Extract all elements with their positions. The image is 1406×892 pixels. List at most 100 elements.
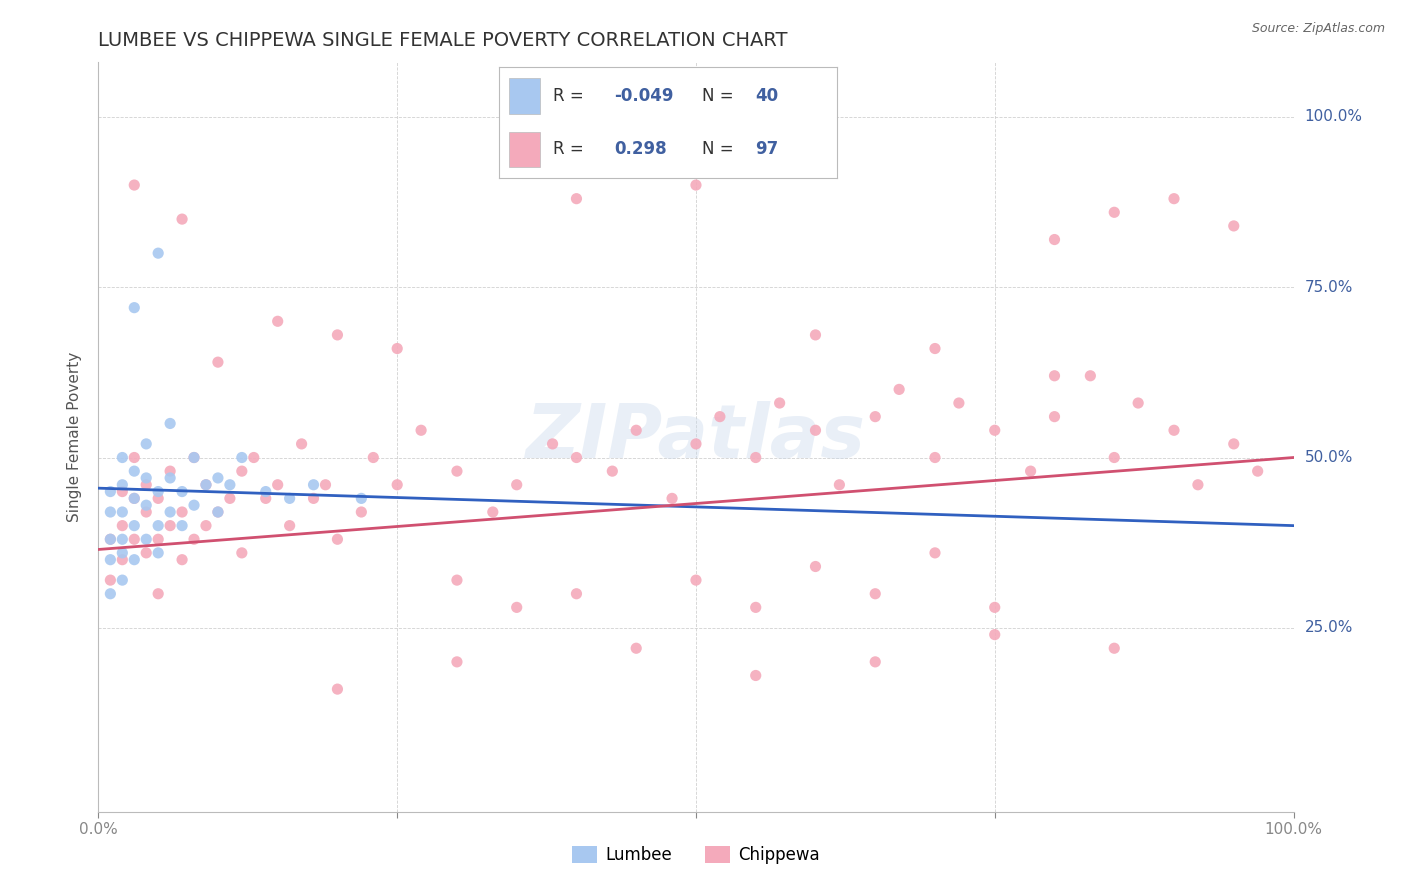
Point: [124, 533, 146, 547]
Point: [111, 450, 134, 465]
Point: [183, 498, 205, 512]
Point: [565, 192, 588, 206]
Point: [924, 342, 946, 356]
FancyBboxPatch shape: [509, 131, 540, 168]
Point: [685, 178, 707, 192]
Point: [183, 450, 205, 465]
Point: [350, 505, 373, 519]
Point: [135, 477, 157, 491]
Point: [804, 327, 827, 342]
Point: [111, 477, 134, 491]
Point: [98, 573, 122, 587]
Point: [1080, 368, 1102, 383]
Point: [411, 423, 433, 437]
Point: [1128, 396, 1150, 410]
FancyBboxPatch shape: [509, 78, 540, 114]
Text: 100.0%: 100.0%: [1305, 110, 1362, 124]
Point: [135, 471, 157, 485]
Text: 25.0%: 25.0%: [1305, 620, 1353, 635]
Point: [231, 450, 253, 465]
Point: [278, 518, 301, 533]
Text: -0.049: -0.049: [614, 87, 673, 105]
Point: [207, 505, 229, 519]
Text: 50.0%: 50.0%: [1305, 450, 1353, 465]
Point: [1043, 233, 1066, 247]
Point: [172, 484, 194, 499]
Point: [446, 464, 468, 478]
Point: [207, 355, 229, 369]
Point: [195, 477, 218, 491]
Point: [135, 533, 157, 547]
Point: [291, 437, 314, 451]
Point: [865, 655, 887, 669]
Point: [148, 587, 170, 601]
Point: [768, 396, 790, 410]
Point: [924, 450, 946, 465]
Legend: Lumbee, Chippewa: Lumbee, Chippewa: [565, 839, 827, 871]
Point: [1163, 192, 1185, 206]
Point: [1163, 423, 1185, 437]
Point: [745, 450, 768, 465]
Point: [1104, 450, 1126, 465]
Point: [565, 587, 588, 601]
Point: [124, 301, 146, 315]
Point: [231, 464, 253, 478]
Point: [1104, 205, 1126, 219]
Point: [148, 246, 170, 260]
Point: [315, 477, 337, 491]
Point: [172, 212, 194, 227]
Y-axis label: Single Female Poverty: Single Female Poverty: [67, 352, 83, 522]
Point: [111, 552, 134, 566]
Point: [541, 437, 564, 451]
Point: [326, 533, 349, 547]
Point: [350, 491, 373, 506]
Point: [745, 668, 768, 682]
Point: [172, 518, 194, 533]
Point: [302, 491, 325, 506]
Point: [446, 655, 468, 669]
Point: [254, 491, 277, 506]
Point: [111, 546, 134, 560]
Point: [1104, 641, 1126, 656]
Point: [804, 423, 827, 437]
Text: LUMBEE VS CHIPPEWA SINGLE FEMALE POVERTY CORRELATION CHART: LUMBEE VS CHIPPEWA SINGLE FEMALE POVERTY…: [98, 30, 787, 50]
Text: N =: N =: [702, 87, 738, 105]
Point: [385, 342, 409, 356]
Point: [111, 573, 134, 587]
Point: [111, 533, 134, 547]
Text: N =: N =: [702, 140, 738, 159]
Point: [111, 484, 134, 499]
Point: [626, 641, 648, 656]
Text: 97: 97: [755, 140, 779, 159]
Point: [135, 498, 157, 512]
Point: [828, 477, 851, 491]
Point: [243, 450, 266, 465]
Point: [924, 546, 946, 560]
Point: [135, 505, 157, 519]
Point: [111, 505, 134, 519]
Point: [148, 484, 170, 499]
Point: [267, 477, 290, 491]
Point: [948, 396, 970, 410]
Point: [111, 518, 134, 533]
Point: [135, 437, 157, 451]
Point: [565, 450, 588, 465]
Text: ZIPatlas: ZIPatlas: [526, 401, 866, 474]
Point: [446, 573, 468, 587]
Point: [159, 518, 181, 533]
Point: [159, 464, 181, 478]
Point: [124, 518, 146, 533]
Point: [98, 533, 122, 547]
Point: [254, 484, 277, 499]
Point: [148, 491, 170, 506]
Point: [326, 682, 349, 697]
Text: 40: 40: [755, 87, 779, 105]
Point: [124, 464, 146, 478]
Point: [889, 383, 911, 397]
Point: [183, 450, 205, 465]
Point: [709, 409, 731, 424]
Point: [219, 477, 242, 491]
Point: [124, 178, 146, 192]
Text: Source: ZipAtlas.com: Source: ZipAtlas.com: [1251, 22, 1385, 36]
Point: [183, 533, 205, 547]
